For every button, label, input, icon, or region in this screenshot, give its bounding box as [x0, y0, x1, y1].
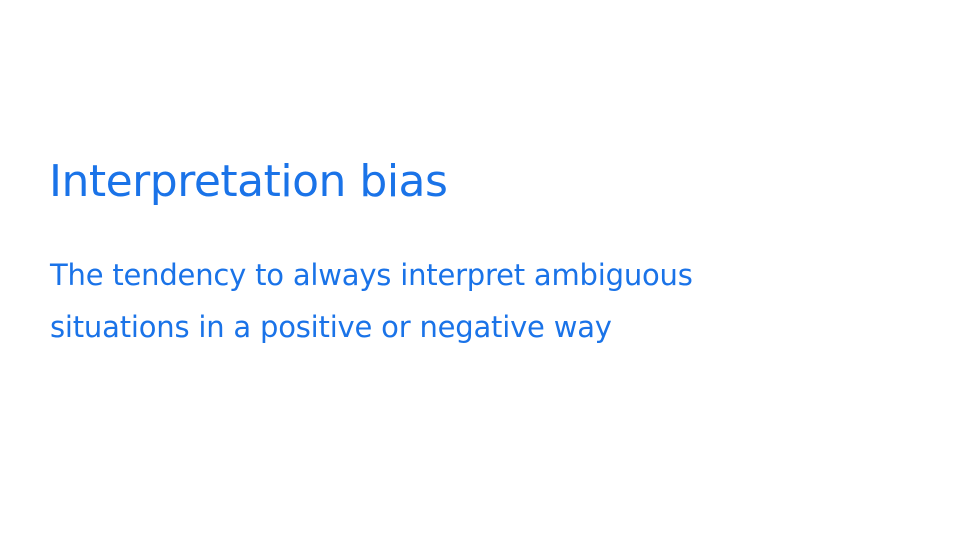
definition-line-2: situations in a positive or negative way	[50, 310, 612, 344]
slide-title: Interpretation bias	[49, 156, 448, 207]
definition-line-1: The tendency to always interpret ambiguo…	[50, 258, 693, 292]
slide-definition: The tendency to always interpret ambiguo…	[50, 249, 910, 353]
